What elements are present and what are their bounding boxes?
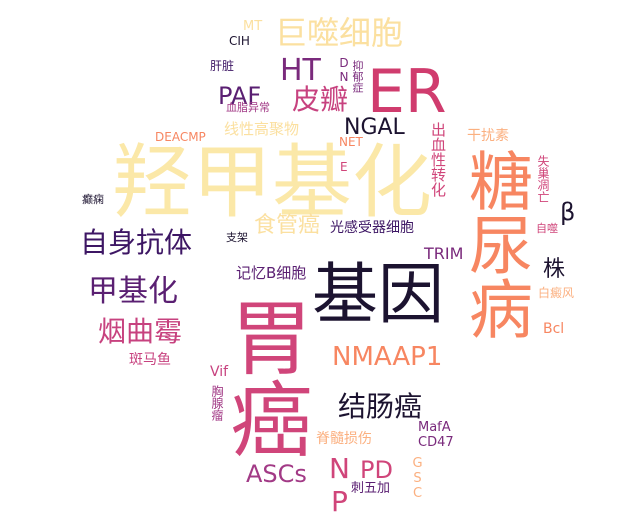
cloud-word: 白癜风 xyxy=(538,286,575,300)
cloud-word: 脊髓损伤 xyxy=(316,431,372,447)
cloud-word: 光感受器细胞 xyxy=(330,220,414,236)
cloud-word: Vif xyxy=(210,364,229,380)
cloud-word: 巨噬细胞 xyxy=(275,14,404,52)
cloud-word: 记忆B细胞 xyxy=(236,264,307,282)
cloud-word: MafA xyxy=(418,420,451,435)
cloud-word: 烟曲霉 xyxy=(98,315,183,348)
cloud-word: 胃癌 xyxy=(216,295,311,459)
cloud-word: DN xyxy=(337,56,351,84)
cloud-word: 食管癌 xyxy=(254,213,321,238)
cloud-word: MT xyxy=(243,19,263,34)
cloud-word: 结肠癌 xyxy=(338,390,423,423)
cloud-word: 胸腺瘤 xyxy=(210,385,224,421)
cloud-word: 基因 xyxy=(312,256,444,333)
cloud-word: PD xyxy=(360,456,393,484)
cloud-word: 线性高聚物 xyxy=(224,120,300,138)
cloud-word: CD47 xyxy=(418,435,454,450)
cloud-word: 血脂异常 xyxy=(226,101,270,114)
cloud-word: 皮瓣 xyxy=(292,83,349,116)
cloud-word: 斑马鱼 xyxy=(129,352,171,368)
cloud-word: 肝脏 xyxy=(210,59,235,73)
cloud-word: E xyxy=(340,160,348,174)
cloud-word: Bcl xyxy=(543,321,565,337)
cloud-word: CIH xyxy=(229,34,250,48)
cloud-word: TRIM xyxy=(424,244,464,263)
cloud-word: 羟甲基化 xyxy=(112,136,432,229)
cloud-word: 株 xyxy=(543,257,566,282)
cloud-word: 自噬 xyxy=(536,222,558,235)
cloud-word: NGAL xyxy=(344,115,405,140)
cloud-word: 刺五加 xyxy=(351,481,391,496)
cloud-word: ASCs xyxy=(246,460,307,488)
cloud-word: 糖尿病 xyxy=(458,148,532,340)
cloud-word: 抑郁症 xyxy=(351,60,364,93)
cloud-word: 支架 xyxy=(226,231,248,244)
cloud-word: β xyxy=(560,198,576,226)
cloud-word: DEACMP xyxy=(155,130,206,144)
cloud-word: NET xyxy=(339,135,363,149)
cloud-word: PAF xyxy=(218,82,262,110)
cloud-word: 出血性转化 xyxy=(429,122,447,197)
cloud-word: 自身抗体 xyxy=(80,226,193,259)
cloud-word: 失巢凋亡 xyxy=(536,155,550,203)
cloud-word: 癫痫 xyxy=(82,193,104,206)
cloud-word: 干扰素 xyxy=(467,128,509,144)
cloud-word: GSC xyxy=(410,456,425,501)
cloud-word: NMAAP1 xyxy=(332,342,443,372)
cloud-word: NP xyxy=(323,452,356,515)
cloud-word: HT xyxy=(280,53,321,88)
cloud-word: ER xyxy=(367,57,447,127)
cloud-word: 甲基化 xyxy=(88,274,178,309)
